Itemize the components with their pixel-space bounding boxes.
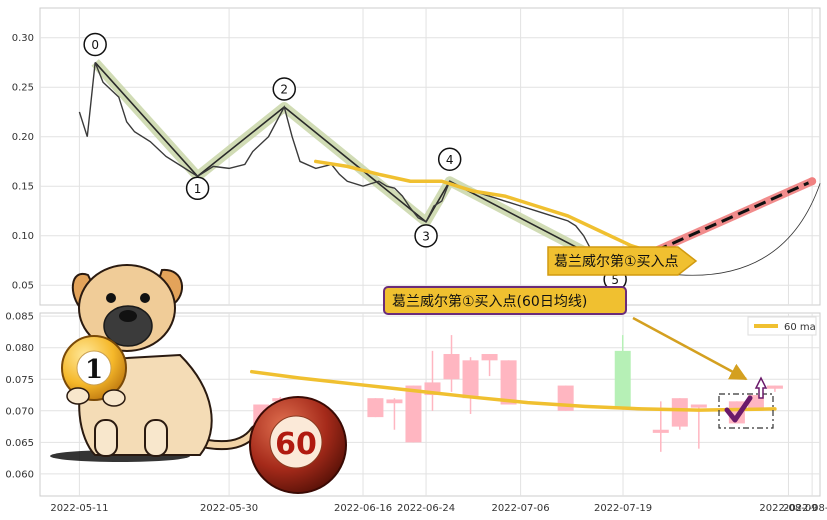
wave-marker-2 [272, 77, 296, 101]
buy-point-arrow-banner [547, 246, 698, 276]
x-tick-label: 2022-08-09 [759, 503, 817, 514]
banner-box [383, 286, 627, 315]
wave-marker-4 [437, 147, 462, 171]
candle-body [500, 360, 517, 405]
wave-marker-0 [83, 32, 107, 57]
buy-point-label: 葛兰威尔第①买入点 [554, 253, 679, 270]
top-y-tick-label: 0.25 [12, 83, 34, 94]
candle-body [367, 398, 384, 418]
up-arrow-icon [754, 376, 768, 399]
top-annotation: 葛兰威尔第①买入点 [547, 246, 698, 276]
ma60-line [314, 159, 688, 263]
dog-muzzle [103, 305, 153, 347]
top-panel: 0.30 0.25 0.20 0.15 0.10 0.05 0 1 2 3 4 5 葛兰威尔第①买入… [12, 7, 821, 306]
candle-body [671, 398, 688, 427]
yellow-ball-number: 1 [85, 355, 103, 385]
dog-eye-left [106, 293, 116, 303]
ma60-banner: 葛兰威尔第①买入点(60日均线) [383, 286, 627, 315]
projection-target [808, 177, 817, 186]
x-tick-label: 2022-07-19 [594, 503, 652, 514]
wave-zigzag [94, 61, 616, 269]
bottom-y-tick-label: 0.060 [5, 469, 34, 480]
banner-label: 葛兰威尔第①买入点(60日均线) [392, 293, 587, 310]
candle-body [766, 385, 783, 389]
ma60-series [314, 159, 688, 263]
bottom-ma60-line [250, 369, 777, 412]
x-tick-label: 2022-08-12 [783, 503, 827, 514]
top-y-tick-label: 0.05 [12, 281, 34, 292]
x-tick-label: 2022-06-24 [397, 503, 455, 514]
pointer-arrow [632, 316, 748, 381]
candle-body [405, 385, 422, 443]
candle-body [386, 399, 403, 404]
check-icon [724, 395, 753, 423]
candle-body [652, 429, 669, 433]
legend: 60 ma [747, 316, 817, 336]
candle-body [481, 354, 498, 361]
wave-marker-3 [414, 224, 438, 248]
dog-paw-right [102, 389, 126, 407]
legend-box [747, 316, 817, 336]
highlight-box [718, 393, 774, 429]
x-tick-label: 2022-07-06 [492, 503, 550, 514]
candle-body [462, 360, 479, 399]
wave-label: 5 [611, 273, 619, 287]
wave-marker-1 [185, 176, 210, 201]
bottom-y-tick-label: 0.085 [5, 312, 34, 323]
wave-label: 0 [91, 38, 99, 52]
x-tick-label: 2022-05-30 [200, 503, 258, 514]
bottom-y-ticks: 0.085 0.080 0.075 0.070 0.065 0.060 [5, 312, 34, 481]
wave-band [91, 59, 618, 272]
dog-paw-left [66, 387, 90, 405]
top-y-tick-label: 0.15 [12, 182, 34, 193]
red-ball-number: 60 [275, 427, 317, 462]
top-y-tick-label: 0.20 [12, 132, 34, 143]
yellow-ball-face [76, 350, 112, 386]
bottom-ma60-series [250, 369, 777, 412]
bottom-y-tick-label: 0.065 [5, 438, 34, 449]
bottom-y-tick-label: 0.075 [5, 375, 34, 386]
wave-label: 4 [446, 153, 454, 167]
dog-leg-left [94, 419, 118, 457]
red-ball-face [269, 415, 323, 469]
projection-dashed [622, 179, 813, 267]
dog-leg-right [144, 419, 168, 457]
top-y-tick-label: 0.30 [12, 33, 34, 44]
price-series [78, 62, 647, 269]
candle-body [614, 350, 631, 408]
dog-eye-right [140, 293, 150, 303]
top-y-ticks: 0.30 0.25 0.20 0.15 0.10 0.05 [12, 33, 34, 292]
x-tick-label: 2022-06-16 [334, 503, 392, 514]
dog-nose [119, 310, 137, 322]
wave-label: 3 [422, 229, 430, 243]
wave-label: 2 [280, 83, 288, 97]
candle-body [443, 354, 460, 380]
candle-body [690, 404, 707, 408]
top-y-tick-label: 0.10 [12, 231, 34, 242]
cartoon-dog: 1 60 [50, 264, 347, 494]
x-axis-ticks: 2022-05-11 2022-05-30 2022-06-16 2022-06-24… [50, 503, 827, 514]
bottom-y-tick-label: 0.070 [5, 406, 34, 417]
buy-highlight [718, 376, 774, 429]
wave-markers: 0 1 2 3 4 5 [83, 32, 627, 292]
x-tick-label: 2022-05-11 [50, 503, 108, 514]
legend-label: 60 ma [784, 322, 816, 333]
top-plot-frame [39, 7, 821, 306]
bottom-y-tick-label: 0.080 [5, 343, 34, 354]
wave-label: 1 [194, 182, 202, 196]
price-line [78, 62, 647, 269]
